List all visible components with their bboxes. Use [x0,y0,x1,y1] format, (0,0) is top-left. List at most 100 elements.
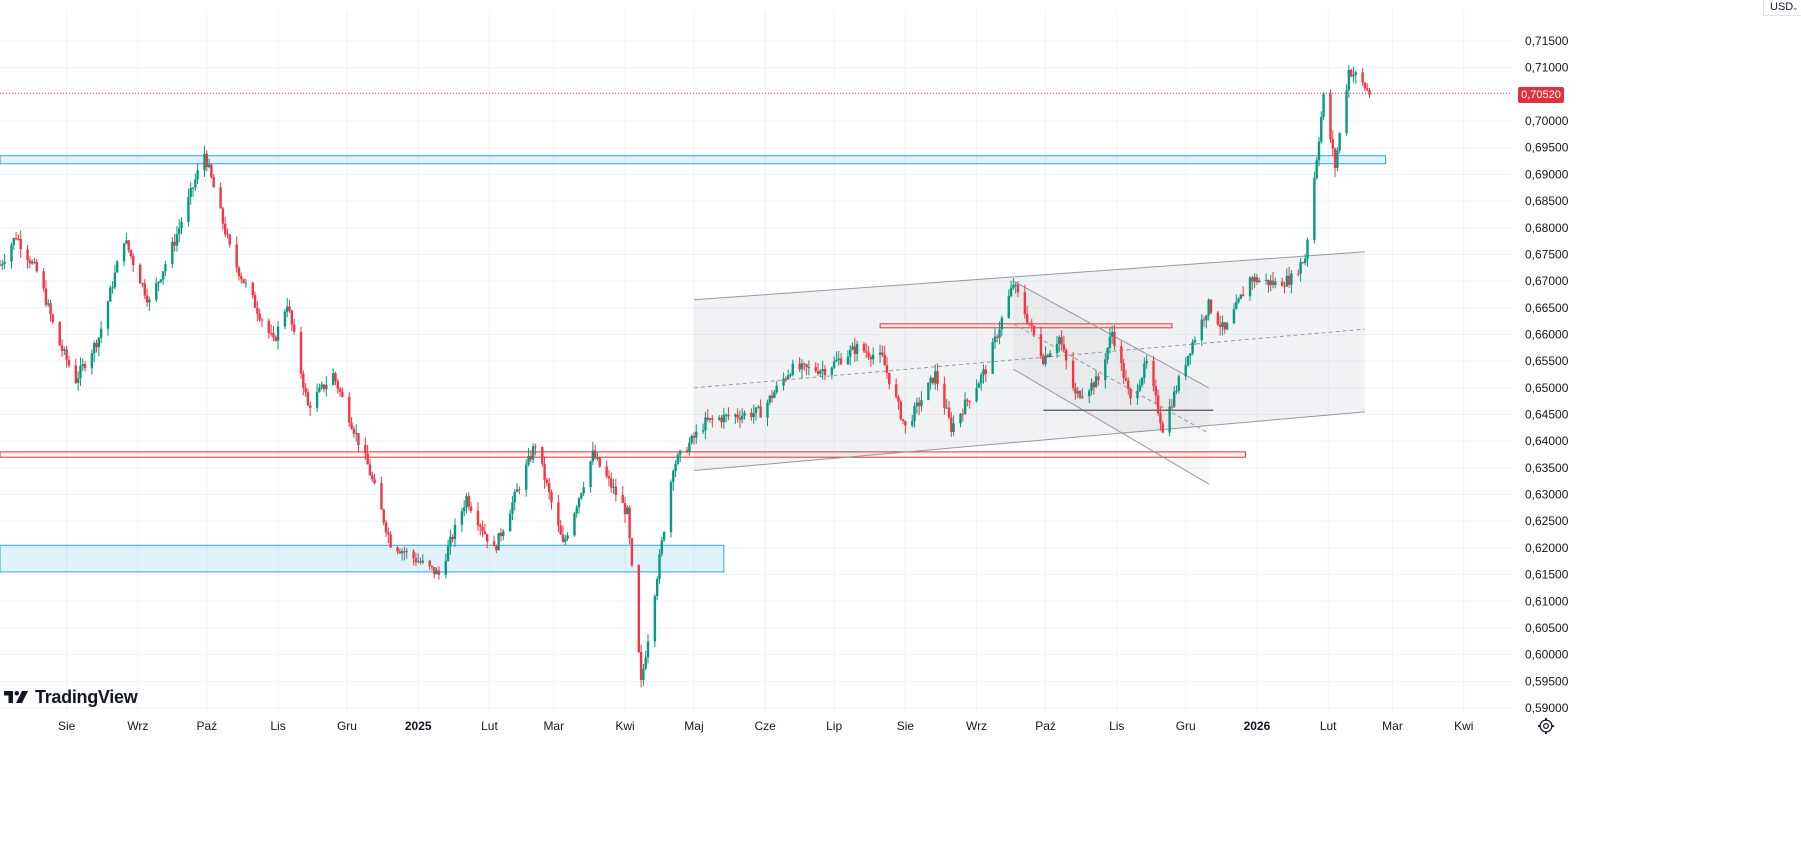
candle [839,352,843,366]
candle [1159,406,1162,431]
candle [357,432,360,453]
y-tick-label: 0,68000 [1525,221,1569,235]
y-tick-label: 0,63500 [1525,461,1569,475]
candle [483,523,487,535]
price-axis[interactable]: 0,71500 0,71000 0,70000 0,69500 0,69000 0,685… [1525,34,1569,715]
candle [786,369,790,381]
support-zone-mid[interactable] [0,451,1246,458]
candle [1140,376,1144,388]
x-tick-label: Cze [755,719,777,733]
candle [754,407,758,421]
tradingview-logo-icon [4,691,28,703]
candle [1216,311,1220,327]
candle [138,263,142,284]
candle [469,501,473,514]
candle [639,644,643,688]
candle [669,479,673,538]
candle [1352,66,1355,83]
candle [1218,316,1222,336]
resistance-zone-top[interactable] [0,155,1387,165]
channel-upper-line[interactable] [693,251,1365,301]
candle [1042,353,1045,366]
candle [814,362,817,373]
candle [240,272,243,284]
candle [267,318,271,339]
candle [228,233,231,248]
candle [1264,273,1268,285]
channel-mid-line[interactable] [693,328,1365,389]
desc-channel-mid-line[interactable] [1013,323,1209,434]
candle [543,456,546,489]
candle [99,320,103,344]
candle [373,473,376,485]
y-tick-label: 0,65500 [1525,354,1569,368]
x-tick-label: Mar [1382,719,1403,733]
candle [862,341,866,354]
candle [364,437,367,461]
x-tick-label: Kwi [1454,719,1473,733]
candle [979,372,983,391]
desc-channel-lower-line[interactable] [1013,368,1209,485]
candle [943,376,946,415]
candle [1237,297,1240,304]
candle [720,415,723,428]
tradingview-logo[interactable]: TradingView [2,686,138,708]
candle [816,362,820,376]
candle [3,253,6,270]
candle [869,354,873,368]
candle [1306,237,1309,267]
time-axis[interactable]: Sie Wrz Paź Lis Gru 2025 Lut Mar Kwi Maj Cze Lip Sie… [58,719,1473,733]
settings-gear-icon[interactable] [1537,717,1555,735]
candle [566,532,569,541]
candle [1317,137,1321,167]
candle [920,391,923,412]
candle [453,518,457,547]
candle [325,376,328,397]
candle [1361,68,1364,87]
candle [607,469,611,487]
range-box[interactable] [879,323,1173,329]
candle [1127,377,1130,395]
candle [398,548,402,555]
candle [547,477,551,500]
support-zone-low[interactable] [0,544,725,573]
brand-name: TradingView [35,686,138,707]
descending-channel-fill[interactable] [1013,281,1209,484]
candle [561,525,565,543]
candle [1058,335,1061,353]
candle [660,537,663,557]
candle [476,502,480,531]
candle [1354,70,1357,84]
channel-lower-line[interactable] [693,411,1365,472]
candle [1202,316,1206,327]
candle [1333,147,1337,177]
candle [502,529,505,541]
x-tick-label: Kwi [615,719,634,733]
ascending-channel-fill[interactable] [693,251,1365,471]
candle [888,372,891,390]
candle [559,520,562,536]
candle [1271,271,1275,289]
candle [807,360,811,376]
currency-selector[interactable]: USD ⌄ [1763,0,1801,16]
candle [623,497,627,523]
candle [1301,261,1305,264]
candle [577,497,581,514]
candle [235,236,238,273]
y-tick-label: 0,66500 [1525,301,1569,315]
candle [143,279,146,300]
candle [711,415,714,428]
candle [76,371,80,391]
candle [237,266,241,281]
x-tick-label: Sie [897,719,915,733]
y-tick-label: 0,64000 [1525,434,1569,448]
y-tick-label: 0,67500 [1525,247,1569,261]
candle [1113,325,1116,350]
candle [931,377,935,385]
candle [403,546,406,561]
candle [210,163,213,179]
candle [513,489,516,511]
candle [564,534,567,546]
candle [251,281,254,299]
